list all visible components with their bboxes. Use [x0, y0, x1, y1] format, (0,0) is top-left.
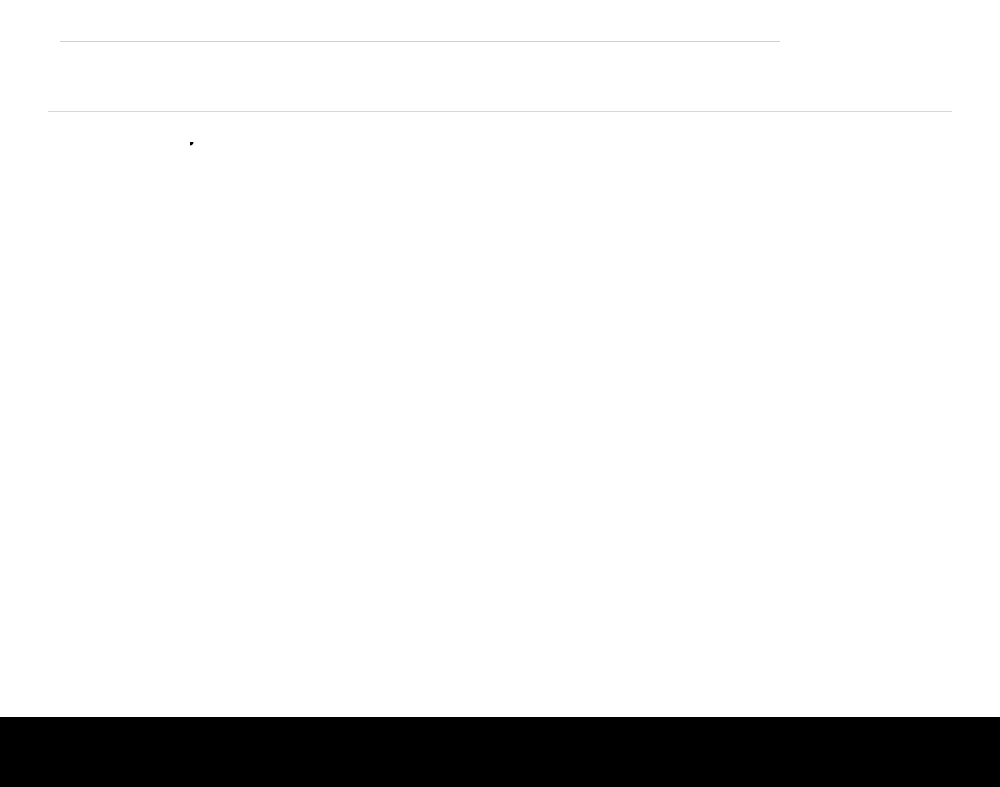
orange-connector: [190, 142, 830, 202]
watermark-bar: [0, 717, 1000, 787]
header: [0, 0, 1000, 59]
title-rule: [60, 41, 780, 42]
products-section: [190, 132, 830, 178]
section-divider: [48, 111, 952, 112]
